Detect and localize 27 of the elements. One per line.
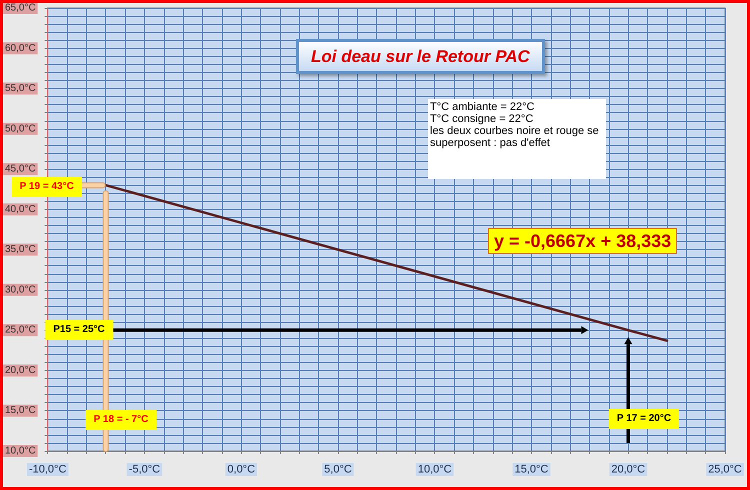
y-tick-label: 10,0°C xyxy=(4,446,36,456)
y-tick-label: 35,0°C xyxy=(4,244,36,256)
x-tick-label: 10,0°C xyxy=(418,464,452,476)
y-tick-label: 30,0°C xyxy=(4,284,36,296)
x-tick-label: -10,0°C xyxy=(28,464,66,476)
y-tick-label: 15,0°C xyxy=(4,405,36,416)
y-tick-label: 45,0°C xyxy=(4,164,36,175)
y-tick-label: 55,0°C xyxy=(4,83,36,94)
x-tick-label: -5,0°C xyxy=(128,464,160,476)
x-tick-label: 15,0°C xyxy=(514,464,548,476)
y-tick-label: 40,0°C xyxy=(4,204,36,215)
y-tick-label: 25,0°C xyxy=(4,324,36,336)
x-tick-label: 5,0°C xyxy=(324,464,352,476)
annotation: y = -0,6667x + 38,333 xyxy=(488,228,678,254)
y-tick-label: 50,0°C xyxy=(4,123,36,134)
x-tick-label: 0,0°C xyxy=(227,464,256,476)
y-tick-label: 65,0°C xyxy=(4,2,36,14)
annotation: P15 = 25°C xyxy=(45,320,113,340)
annotation: T°C ambiante = 22°C T°C consigne = 22°C les deux courbes noire et rouge se superposent : pas d'effet xyxy=(430,101,600,149)
y-tick-label: 20,0°C xyxy=(4,364,36,376)
text: Loi deau sur le Retour PAC xyxy=(311,47,531,66)
annotation: P 19 = 43°C xyxy=(12,177,82,198)
annotation: P 17 = 20°C xyxy=(608,409,680,429)
x-tick-label: 25,0°C xyxy=(708,464,742,476)
x-tick-label: 20,0°C xyxy=(611,464,646,476)
annotation: P 18 = - 7°C xyxy=(86,410,156,430)
y-tick-label: 60,0°C xyxy=(4,42,36,54)
